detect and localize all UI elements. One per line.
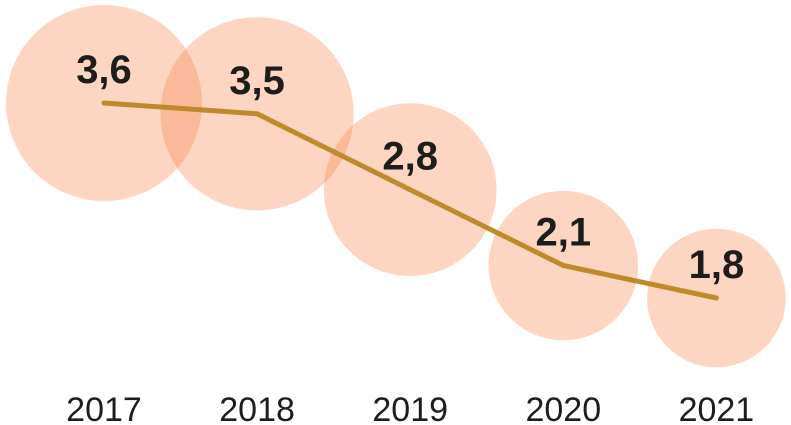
value-label-2017: 3,6 bbox=[76, 48, 132, 92]
year-label-2021: 2021 bbox=[679, 391, 755, 425]
year-label-2017: 2017 bbox=[66, 391, 142, 425]
year-label-2019: 2019 bbox=[372, 391, 448, 425]
x-axis-labels: 2017 2018 2019 2020 2021 bbox=[66, 391, 754, 425]
year-label-2018: 2018 bbox=[219, 391, 295, 425]
value-label-2020: 2,1 bbox=[535, 211, 591, 255]
value-label-2021: 1,8 bbox=[689, 243, 745, 287]
trend-line bbox=[101, 100, 719, 301]
value-label-layer: 3,6 3,5 2,8 2,1 1,8 bbox=[76, 48, 744, 287]
year-label-2020: 2020 bbox=[525, 391, 601, 425]
value-label-2018: 3,5 bbox=[229, 59, 285, 103]
value-label-2019: 2,8 bbox=[382, 135, 438, 179]
